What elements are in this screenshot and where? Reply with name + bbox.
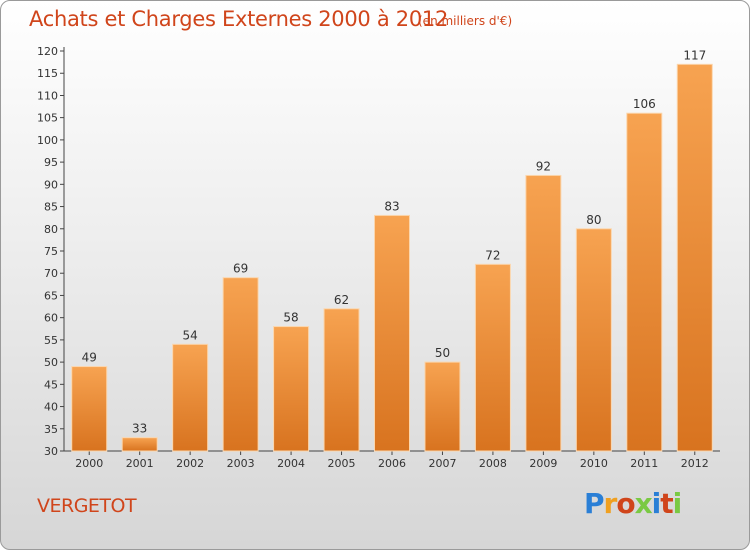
bar [676, 63, 713, 452]
y-tick-label: 100 [37, 134, 58, 147]
y-tick-label: 55 [44, 334, 58, 347]
bar [273, 326, 310, 452]
y-tick-label: 30 [44, 445, 58, 458]
y-tick-label: 80 [44, 223, 58, 236]
y-tick-label: 120 [37, 45, 58, 58]
x-tick-label: 2009 [529, 457, 557, 470]
x-tick-label: 2002 [176, 457, 204, 470]
x-tick-label: 2008 [479, 457, 507, 470]
bar [374, 214, 410, 452]
x-tick-label: 2005 [328, 457, 356, 470]
y-tick-label: 105 [37, 112, 58, 125]
logo-letter: i [672, 487, 683, 520]
bar-value-label: 117 [683, 48, 706, 62]
x-tick-label: 2003 [227, 457, 255, 470]
chart-title: Achats et Charges Externes 2000 à 2012 [29, 7, 449, 31]
x-tick-label: 2000 [75, 457, 103, 470]
y-tick-label: 95 [44, 156, 58, 169]
bar-value-label: 80 [586, 213, 601, 227]
bar-value-label: 83 [384, 199, 399, 213]
bar [474, 263, 511, 452]
y-tick-label: 70 [44, 267, 58, 280]
chart-subtitle: (en milliers d'€) [418, 14, 513, 28]
proxiti-logo: Proxiti [584, 487, 683, 520]
x-tick-label: 2006 [378, 457, 406, 470]
logo-letter: x [634, 487, 653, 520]
y-tick-label: 85 [44, 201, 58, 214]
bar-value-label: 54 [183, 328, 198, 342]
y-tick-label: 65 [44, 289, 58, 302]
y-tick-label: 115 [37, 67, 58, 80]
x-tick-label: 2001 [126, 457, 154, 470]
bar [71, 366, 108, 452]
bar [323, 308, 360, 452]
logo-letter: r [603, 487, 618, 520]
logo-letter: t [660, 487, 673, 520]
bar [525, 174, 562, 452]
bar-value-label: 69 [233, 262, 248, 276]
logo-letter: o [616, 487, 635, 520]
bar [575, 228, 612, 452]
y-tick-label: 90 [44, 178, 58, 191]
place-name: VERGETOT [37, 495, 137, 517]
bar-value-label: 62 [334, 293, 349, 307]
y-tick-label: 50 [44, 356, 58, 369]
bar [626, 112, 663, 452]
bar [424, 361, 461, 452]
y-tick-label: 45 [44, 378, 58, 391]
y-tick-label: 60 [44, 312, 58, 325]
y-tick-label: 75 [44, 245, 58, 258]
y-tick-label: 35 [44, 423, 58, 436]
x-tick-label: 2004 [277, 457, 305, 470]
bar-value-label: 92 [536, 159, 551, 173]
y-tick-label: 40 [44, 401, 58, 414]
bar [172, 343, 209, 452]
y-tick-label: 110 [37, 89, 58, 102]
bar-value-label: 33 [132, 422, 147, 436]
x-tick-label: 2011 [630, 457, 658, 470]
x-tick-label: 2012 [681, 457, 709, 470]
logo-letter: P [584, 487, 605, 520]
bar-value-label: 58 [283, 311, 298, 325]
bar-value-label: 72 [485, 248, 500, 262]
bar [121, 437, 158, 452]
bar-value-label: 106 [633, 97, 656, 111]
logo-letter: i [651, 487, 662, 520]
bar-value-label: 50 [435, 346, 450, 360]
x-tick-label: 2007 [428, 457, 456, 470]
bar-value-label: 49 [82, 351, 97, 365]
x-tick-label: 2010 [580, 457, 608, 470]
bars: 49 33 54 69 58 62 83 50 72 92 80 106 117 [71, 48, 713, 452]
bar [222, 277, 259, 452]
axes: 30 35 40 45 50 55 60 65 70 75 80 85 90 95 100 105 110 115… [37, 45, 720, 470]
